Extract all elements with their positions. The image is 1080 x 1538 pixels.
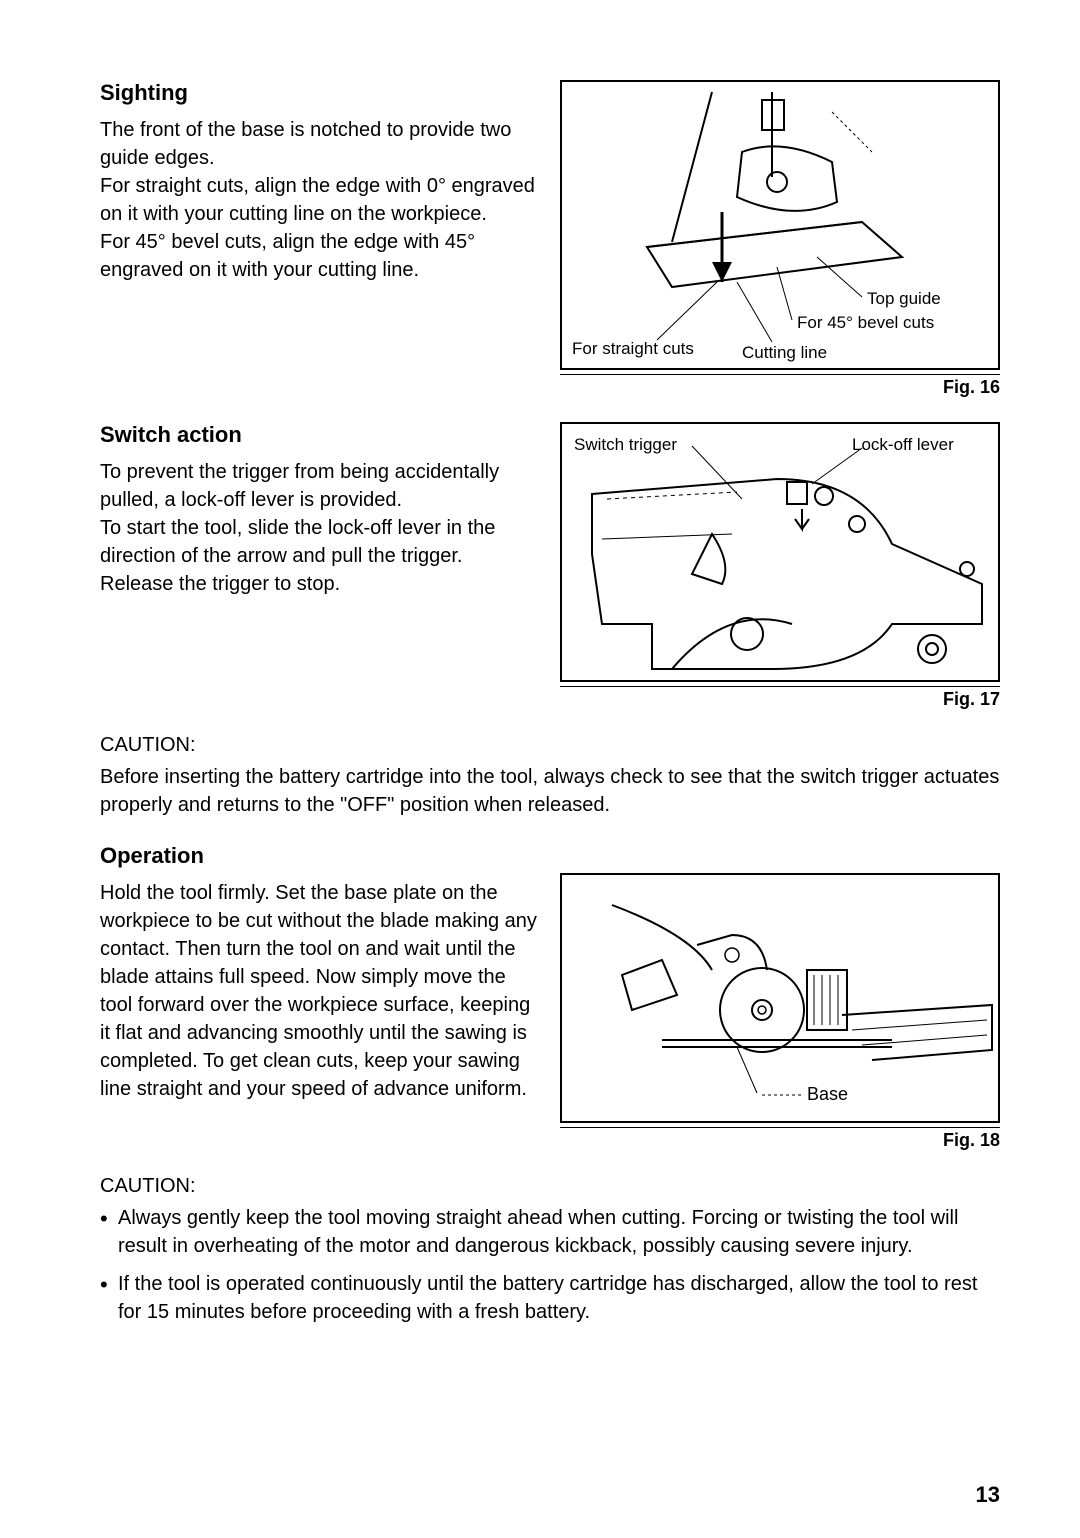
sighting-p1: The front of the base is notched to prov… [100,116,540,172]
fig17-caption: Fig. 17 [560,686,1000,710]
operation-row: Operation Hold the tool firmly. Set the … [100,843,1000,1151]
fig16-cutting-line-label: Cutting line [742,343,827,362]
sighting-row: Sighting The front of the base is notche… [100,80,1000,398]
fig18-caption: Fig. 18 [560,1127,1000,1151]
fig16-svg: Top guide For 45° bevel cuts For straigh… [562,82,1002,372]
sighting-heading: Sighting [100,80,540,106]
switch-p2: To start the tool, slide the lock-off le… [100,514,540,598]
fig18-col: Base Fig. 18 [560,843,1000,1151]
caution1-text: Before inserting the battery cartridge i… [100,763,1000,819]
switch-p1: To prevent the trigger from being accide… [100,458,540,514]
fig17-box: Switch trigger Lock-off lever [560,422,1000,682]
fig18-svg: Base [562,875,1002,1125]
fig17-lockoff-label: Lock-off lever [852,435,954,454]
fig16-caption: Fig. 16 [560,374,1000,398]
sighting-p2: For straight cuts, align the edge with 0… [100,172,540,228]
caution2-block: CAUTION: Always gently keep the tool mov… [100,1175,1000,1326]
switch-text-col: Switch action To prevent the trigger fro… [100,422,540,598]
fig17-svg: Switch trigger Lock-off lever [562,424,1002,684]
sighting-text-col: Sighting The front of the base is notche… [100,80,540,284]
fig16-straight-label: For straight cuts [572,339,694,358]
fig16-top-guide-label: Top guide [867,289,941,308]
fig16-box: Top guide For 45° bevel cuts For straigh… [560,80,1000,370]
operation-heading: Operation [100,843,540,869]
switch-action-row: Switch action To prevent the trigger fro… [100,422,1000,710]
fig16-bevel-label: For 45° bevel cuts [797,313,934,332]
caution2-list: Always gently keep the tool moving strai… [100,1204,1000,1326]
caution1-block: CAUTION: Before inserting the battery ca… [100,734,1000,819]
fig17-col: Switch trigger Lock-off lever [560,422,1000,710]
fig18-box: Base [560,873,1000,1123]
page-number: 13 [976,1482,1000,1508]
caution1-head: CAUTION: [100,734,1000,757]
fig18-base-label: Base [807,1084,848,1104]
operation-text: Hold the tool firmly. Set the base plate… [100,879,540,1103]
caution2-head: CAUTION: [100,1175,1000,1198]
fig17-trigger-label: Switch trigger [574,435,677,454]
operation-text-col: Operation Hold the tool firmly. Set the … [100,843,540,1103]
switch-heading: Switch action [100,422,540,448]
caution2-bullet2: If the tool is operated continuously unt… [100,1270,1000,1326]
caution2-bullet1: Always gently keep the tool moving strai… [100,1204,1000,1260]
sighting-p3: For 45° bevel cuts, align the edge with … [100,228,540,284]
fig16-col: Top guide For 45° bevel cuts For straigh… [560,80,1000,398]
